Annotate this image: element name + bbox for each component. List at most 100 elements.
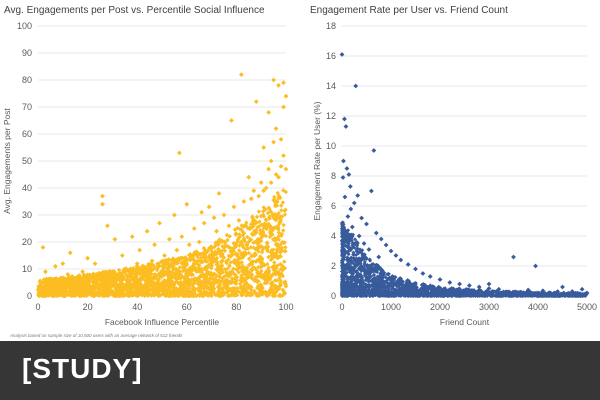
data-point bbox=[163, 293, 168, 299]
data-point bbox=[278, 203, 284, 208]
y-tick-label: 20 bbox=[22, 237, 32, 247]
data-point bbox=[210, 252, 216, 258]
data-point bbox=[347, 239, 352, 244]
data-point bbox=[209, 271, 214, 277]
data-point bbox=[97, 285, 103, 290]
data-point bbox=[447, 291, 452, 296]
data-point bbox=[231, 241, 237, 246]
data-point bbox=[153, 291, 159, 297]
data-point bbox=[164, 289, 170, 294]
data-point bbox=[248, 245, 254, 250]
data-point bbox=[270, 293, 276, 299]
data-point bbox=[273, 200, 278, 205]
data-point bbox=[273, 287, 279, 293]
data-point bbox=[234, 267, 239, 272]
data-point bbox=[156, 277, 161, 283]
data-point bbox=[355, 279, 360, 284]
data-point bbox=[213, 257, 218, 263]
data-point bbox=[420, 283, 425, 288]
data-point bbox=[387, 293, 392, 298]
data-point bbox=[341, 222, 346, 227]
data-point bbox=[353, 237, 358, 242]
data-point bbox=[205, 248, 211, 254]
data-point bbox=[239, 265, 245, 270]
data-point bbox=[226, 244, 231, 250]
data-point bbox=[203, 273, 209, 279]
data-point bbox=[197, 285, 203, 290]
data-point bbox=[186, 242, 192, 248]
data-point bbox=[224, 270, 229, 275]
data-point bbox=[232, 280, 237, 285]
data-point bbox=[78, 277, 84, 283]
data-point bbox=[110, 269, 115, 275]
data-point bbox=[268, 158, 274, 164]
data-point bbox=[191, 226, 197, 231]
data-point bbox=[233, 281, 239, 286]
data-point bbox=[209, 256, 214, 261]
data-point bbox=[276, 233, 281, 239]
data-point bbox=[113, 282, 118, 287]
data-point bbox=[279, 214, 285, 219]
data-point bbox=[222, 279, 228, 285]
data-point bbox=[129, 287, 134, 292]
data-point bbox=[231, 259, 236, 264]
data-point bbox=[276, 270, 282, 276]
data-point bbox=[224, 232, 230, 238]
data-point bbox=[273, 217, 278, 222]
data-point bbox=[343, 263, 348, 268]
data-point bbox=[94, 281, 99, 286]
data-point bbox=[256, 271, 262, 277]
study-banner: [STUDY] bbox=[0, 341, 600, 400]
data-point bbox=[144, 276, 149, 282]
data-point bbox=[349, 283, 354, 288]
data-point bbox=[358, 281, 363, 286]
data-point bbox=[210, 288, 215, 293]
data-point bbox=[225, 266, 230, 271]
data-point bbox=[172, 212, 177, 218]
data-point bbox=[166, 274, 171, 279]
data-point bbox=[501, 291, 506, 296]
data-point bbox=[276, 237, 282, 242]
data-point bbox=[249, 272, 255, 278]
data-point bbox=[388, 248, 394, 254]
data-point bbox=[43, 269, 48, 275]
data-point bbox=[227, 279, 232, 284]
data-point bbox=[151, 263, 157, 268]
data-point bbox=[143, 265, 148, 270]
data-point bbox=[108, 272, 113, 277]
data-point bbox=[283, 93, 289, 99]
data-point bbox=[159, 269, 164, 274]
data-point bbox=[341, 237, 346, 242]
data-point bbox=[264, 246, 269, 252]
chart-title: Engagement Rate per User vs. Friend Coun… bbox=[310, 5, 508, 16]
data-point bbox=[384, 285, 389, 290]
data-point bbox=[185, 276, 191, 281]
data-point bbox=[387, 276, 392, 281]
data-point bbox=[509, 293, 514, 298]
data-point bbox=[276, 174, 281, 180]
data-point bbox=[213, 249, 218, 254]
data-point bbox=[263, 225, 269, 230]
data-point bbox=[219, 259, 224, 265]
data-point bbox=[374, 280, 379, 285]
data-point bbox=[281, 280, 287, 285]
data-point bbox=[340, 234, 345, 239]
data-point bbox=[237, 256, 243, 261]
data-point bbox=[168, 291, 174, 296]
data-point bbox=[261, 213, 266, 219]
data-point bbox=[124, 286, 129, 291]
data-point bbox=[269, 247, 275, 253]
data-point bbox=[236, 248, 242, 253]
x-tick-label: 5000 bbox=[577, 302, 597, 312]
data-point bbox=[237, 261, 242, 266]
data-point bbox=[346, 228, 351, 233]
data-point bbox=[166, 266, 171, 271]
data-point bbox=[259, 250, 265, 255]
data-point bbox=[222, 239, 227, 244]
data-point bbox=[381, 288, 386, 293]
data-point bbox=[361, 241, 367, 246]
data-point bbox=[148, 283, 153, 288]
data-point bbox=[353, 258, 358, 263]
data-point bbox=[259, 268, 264, 274]
data-point bbox=[278, 164, 284, 169]
